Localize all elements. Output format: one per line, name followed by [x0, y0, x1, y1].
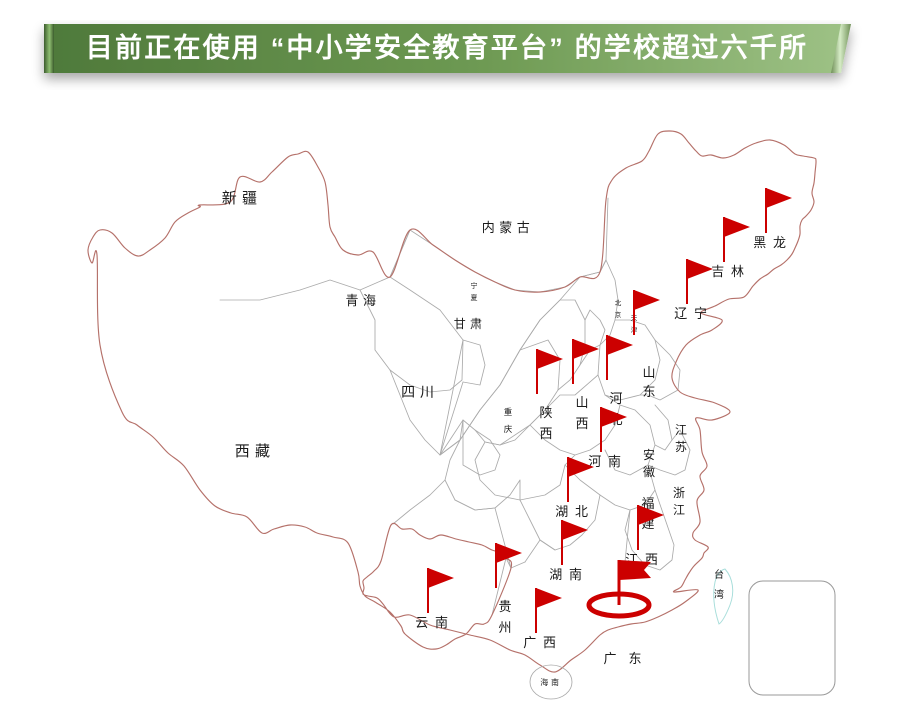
svg-text:西: 西 [539, 426, 552, 441]
svg-text:东: 东 [628, 651, 641, 666]
svg-text:甘肃: 甘肃 [454, 317, 486, 331]
svg-text:广: 广 [603, 651, 616, 666]
svg-text:云: 云 [415, 615, 428, 630]
svg-text:湾: 湾 [714, 588, 724, 601]
svg-text:南: 南 [569, 567, 582, 582]
svg-text:山: 山 [642, 365, 655, 380]
svg-text:龙: 龙 [773, 235, 786, 250]
svg-text:庆: 庆 [504, 424, 513, 434]
svg-text:吉: 吉 [711, 264, 724, 279]
svg-text:浙: 浙 [673, 486, 685, 500]
svg-text:京: 京 [615, 310, 622, 319]
svg-text:江: 江 [675, 423, 687, 437]
svg-text:重: 重 [504, 407, 513, 417]
svg-text:南: 南 [435, 615, 448, 630]
svg-text:江: 江 [673, 503, 685, 517]
svg-text:新疆: 新疆 [222, 190, 262, 207]
svg-text:东: 东 [642, 384, 655, 399]
svg-text:宁: 宁 [471, 281, 478, 290]
svg-text:北: 北 [615, 299, 622, 307]
svg-text:南: 南 [608, 454, 621, 469]
svg-text:台: 台 [714, 568, 724, 581]
svg-text:宁: 宁 [694, 306, 707, 321]
svg-text:北: 北 [575, 504, 588, 519]
svg-text:河: 河 [609, 391, 622, 406]
svg-text:青海: 青海 [345, 293, 380, 308]
svg-text:西: 西 [543, 635, 556, 650]
svg-text:内蒙古: 内蒙古 [482, 220, 535, 235]
svg-text:海南: 海南 [540, 677, 562, 687]
svg-text:湖: 湖 [549, 567, 562, 582]
svg-text:贵: 贵 [498, 599, 511, 614]
svg-text:西: 西 [575, 416, 588, 431]
svg-text:辽: 辽 [674, 306, 687, 321]
svg-text:广: 广 [523, 635, 536, 650]
svg-text:黑: 黑 [753, 235, 766, 250]
svg-text:安: 安 [643, 447, 655, 462]
svg-text:夏: 夏 [471, 294, 478, 302]
svg-text:徽: 徽 [643, 464, 655, 479]
svg-text:湖: 湖 [555, 504, 568, 519]
svg-text:陕: 陕 [539, 405, 552, 420]
svg-text:山: 山 [575, 395, 588, 410]
svg-text:西藏: 西藏 [235, 443, 275, 460]
svg-text:林: 林 [731, 264, 744, 279]
svg-text:州: 州 [498, 620, 511, 635]
svg-text:四川: 四川 [401, 384, 439, 400]
svg-text:苏: 苏 [675, 440, 687, 454]
